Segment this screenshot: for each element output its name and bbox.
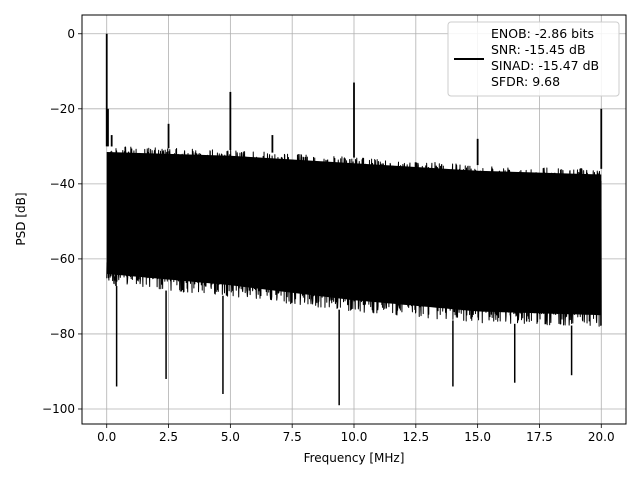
y-tick-label: 0 <box>67 27 75 41</box>
legend-entry-line: ENOB: -2.86 bits <box>491 26 594 41</box>
x-tick-label: 12.5 <box>402 430 429 444</box>
y-tick-label: −100 <box>42 402 75 416</box>
x-tick-label: 2.5 <box>159 430 178 444</box>
legend-entry-line: SINAD: -15.47 dB <box>491 58 599 73</box>
y-axis-label: PSD [dB] <box>14 192 28 245</box>
y-tick-label: −40 <box>50 177 75 191</box>
x-tick-label: 10.0 <box>341 430 368 444</box>
plot-data <box>105 33 603 406</box>
noise-floor-band <box>106 152 602 316</box>
legend-entry-line: SNR: -15.45 dB <box>491 42 586 57</box>
x-tick-label: 20.0 <box>588 430 615 444</box>
x-axis-label: Frequency [MHz] <box>304 451 405 465</box>
y-tick-label: −60 <box>50 252 75 266</box>
y-tick-label: −20 <box>50 102 75 116</box>
legend-box <box>447 21 620 97</box>
y-tick-label: −80 <box>50 327 75 341</box>
x-tick-label: 0.0 <box>97 430 116 444</box>
x-tick-label: 5.0 <box>221 430 240 444</box>
x-tick-label: 17.5 <box>526 430 553 444</box>
x-tick-label: 7.5 <box>283 430 302 444</box>
x-tick-label: 15.0 <box>464 430 491 444</box>
legend-entry-line: SFDR: 9.68 <box>491 74 560 89</box>
axis-ticks: 0.0 2.5 5.0 7.5 10.0 12.5 15.0 17.5 20.0 0 −20 −40 −… <box>42 27 615 444</box>
